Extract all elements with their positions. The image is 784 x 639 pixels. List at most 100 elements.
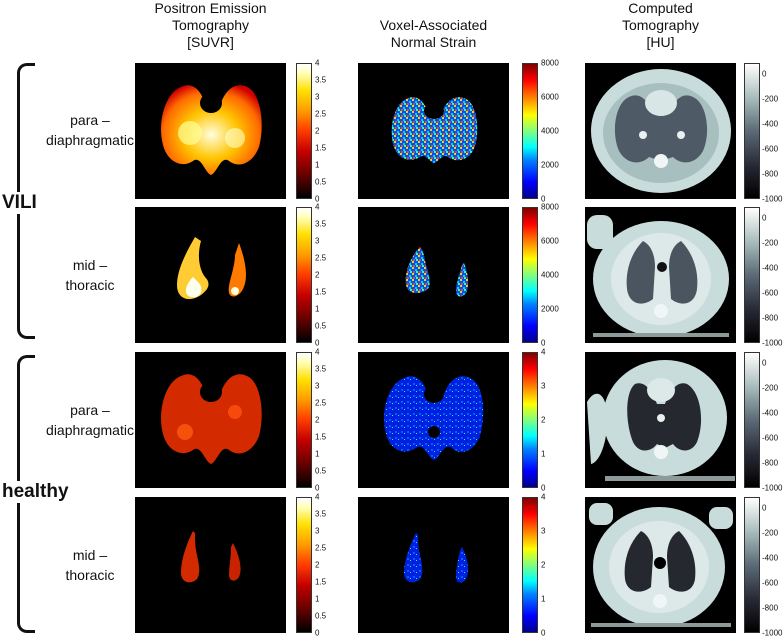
ct-colorbar-ticks: 0 -200 -400 -600 -800 -1000 bbox=[762, 63, 784, 203]
tick-label: 3.5 bbox=[315, 75, 327, 85]
row-label-line-2: diaphragmatic bbox=[46, 422, 134, 438]
row-label-line-2: diaphragmatic bbox=[46, 132, 134, 148]
tick-label: -600 bbox=[762, 578, 779, 588]
pet-colorbar bbox=[296, 207, 312, 343]
tick-label: 3.5 bbox=[315, 509, 327, 519]
row-label-vili-paradiaphragmatic: para – diaphragmatic bbox=[40, 110, 140, 150]
tick-label: 0 bbox=[541, 194, 546, 204]
ct-colorbar bbox=[744, 207, 760, 343]
tick-label: 2 bbox=[541, 560, 546, 570]
tick-label: 2000 bbox=[541, 304, 559, 314]
pet-column-header: Positron Emission Tomography [SUVR] bbox=[135, 0, 286, 51]
ct-image-vili-midthoracic bbox=[585, 207, 736, 343]
tick-label: -600 bbox=[762, 144, 779, 154]
row-label-healthy-paradiaphragmatic: para – diaphragmatic bbox=[40, 400, 140, 440]
strain-column-header: Voxel-Associated Normal Strain bbox=[358, 17, 509, 51]
tick-label: -600 bbox=[762, 433, 779, 443]
ct-image-healthy-midthoracic bbox=[585, 497, 736, 633]
tick-label: 2 bbox=[315, 126, 320, 136]
tick-label: 2.5 bbox=[315, 398, 327, 408]
tick-label: 1 bbox=[541, 594, 546, 604]
tick-label: 0.5 bbox=[315, 466, 327, 476]
ct-header-line-3: [HU] bbox=[646, 34, 675, 50]
strain-colorbar-ticks: 4 3 2 1 0 bbox=[541, 348, 581, 493]
tick-label: 0 bbox=[762, 213, 767, 223]
tick-label: -1000 bbox=[762, 194, 783, 204]
pet-image-vili-midthoracic bbox=[135, 207, 286, 343]
tick-label: -400 bbox=[762, 408, 779, 418]
row-label-line-2: thoracic bbox=[65, 567, 115, 583]
tick-label: 1.5 bbox=[315, 577, 327, 587]
pet-colorbar-ticks: 4 3.5 3 2.5 2 1.5 1 0.5 0 bbox=[315, 203, 355, 348]
tick-label: 4000 bbox=[541, 270, 559, 280]
tick-label: 0 bbox=[762, 503, 767, 513]
tick-label: 0 bbox=[541, 628, 546, 638]
tick-label: 4 bbox=[315, 492, 320, 502]
ct-header-line-1: Computed bbox=[628, 0, 693, 16]
strain-colorbar bbox=[522, 63, 538, 199]
ct-column-header: Computed Tomography [HU] bbox=[585, 0, 736, 51]
tick-label: 3 bbox=[541, 526, 546, 536]
tick-label: 0 bbox=[315, 338, 320, 348]
strain-image-vili-midthoracic bbox=[358, 207, 509, 343]
pet-header-line-3: [SUVR] bbox=[187, 34, 234, 50]
tick-label: 0 bbox=[541, 338, 546, 348]
row-label-line-1: para – bbox=[70, 402, 110, 418]
tick-label: 8000 bbox=[541, 58, 559, 68]
pet-colorbar bbox=[296, 63, 312, 199]
tick-label: 3 bbox=[315, 526, 320, 536]
tick-label: 4 bbox=[315, 58, 320, 68]
pet-header-line-1: Positron Emission bbox=[154, 0, 267, 16]
tick-label: -1000 bbox=[762, 338, 783, 348]
tick-label: 2000 bbox=[541, 160, 559, 170]
tick-label: -800 bbox=[762, 603, 779, 613]
row-label-line-1: para – bbox=[70, 112, 110, 128]
pet-colorbar-ticks: 4 3.5 3 2.5 2 1.5 1 0.5 0 bbox=[315, 348, 355, 493]
strain-colorbar bbox=[522, 497, 538, 633]
pet-header-line-2: Tomography bbox=[171, 17, 250, 33]
pet-image-vili-paradiaphragmatic bbox=[135, 63, 286, 199]
strain-header-line-1: Voxel-Associated bbox=[379, 17, 488, 33]
tick-label: -400 bbox=[762, 263, 779, 273]
pet-colorbar-ticks: 4 3.5 3 2.5 2 1.5 1 0.5 0 bbox=[315, 59, 355, 204]
tick-label: 1 bbox=[541, 449, 546, 459]
tick-label: 2 bbox=[541, 415, 546, 425]
tick-label: -800 bbox=[762, 313, 779, 323]
tick-label: 0 bbox=[762, 69, 767, 79]
pet-colorbar bbox=[296, 352, 312, 488]
pet-image-healthy-paradiaphragmatic bbox=[135, 352, 286, 488]
strain-header-line-2: Normal Strain bbox=[390, 34, 477, 50]
tick-label: 0 bbox=[541, 483, 546, 493]
ct-image-healthy-paradiaphragmatic bbox=[585, 352, 736, 488]
tick-label: 3 bbox=[315, 236, 320, 246]
tick-label: 2.5 bbox=[315, 253, 327, 263]
tick-label: -200 bbox=[762, 383, 779, 393]
tick-label: 1.5 bbox=[315, 143, 327, 153]
tick-label: 6000 bbox=[541, 236, 559, 246]
ct-colorbar bbox=[744, 352, 760, 488]
tick-label: 4 bbox=[541, 492, 546, 502]
ct-image-vili-paradiaphragmatic bbox=[585, 63, 736, 199]
strain-image-vili-paradiaphragmatic bbox=[358, 63, 509, 199]
strain-colorbar bbox=[522, 207, 538, 343]
tick-label: 2.5 bbox=[315, 109, 327, 119]
tick-label: -1000 bbox=[762, 628, 783, 638]
row-label-line-2: thoracic bbox=[65, 277, 115, 293]
pet-colorbar bbox=[296, 497, 312, 633]
tick-label: -800 bbox=[762, 458, 779, 468]
tick-label: 1 bbox=[315, 304, 320, 314]
ct-colorbar-ticks: 0 -200 -400 -600 -800 -1000 bbox=[762, 497, 784, 637]
tick-label: 3.5 bbox=[315, 219, 327, 229]
row-label-vili-midthoracic: mid – thoracic bbox=[40, 255, 140, 295]
ct-colorbar bbox=[744, 63, 760, 199]
tick-label: 0.5 bbox=[315, 177, 327, 187]
vili-group-label: VILI bbox=[0, 192, 39, 214]
ct-colorbar bbox=[744, 497, 760, 633]
ct-colorbar-ticks: 0 -200 -400 -600 -800 -1000 bbox=[762, 207, 784, 347]
strain-colorbar-ticks: 8000 6000 4000 2000 0 bbox=[541, 59, 581, 204]
tick-label: 1.5 bbox=[315, 287, 327, 297]
tick-label: -400 bbox=[762, 119, 779, 129]
strain-colorbar bbox=[522, 352, 538, 488]
tick-label: 0 bbox=[315, 194, 320, 204]
tick-label: 2 bbox=[315, 270, 320, 280]
